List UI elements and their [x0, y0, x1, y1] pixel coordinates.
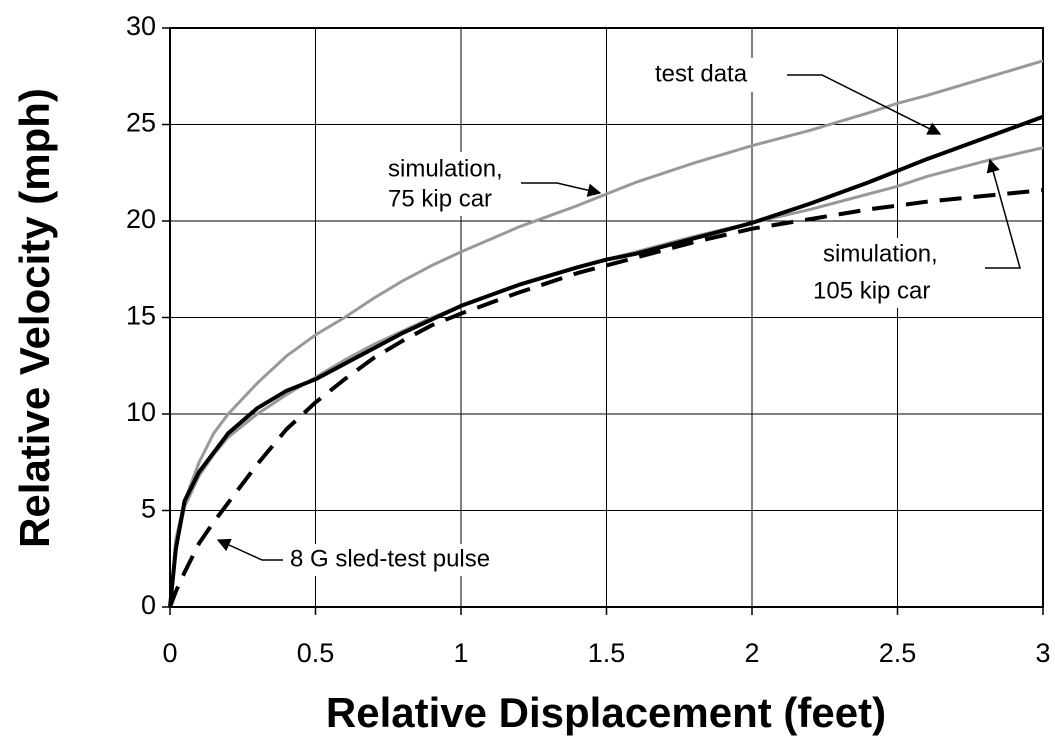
- plot-frame: [169, 27, 1044, 608]
- y-tick-label: 5: [141, 494, 156, 524]
- leader: [985, 158, 1021, 269]
- y-tick-label: 15: [126, 301, 156, 331]
- annotation: simulation,: [388, 155, 503, 182]
- x-tick-label: 1.5: [588, 638, 626, 668]
- series-line: [168, 59, 1044, 608]
- y-tick-label: 20: [126, 204, 156, 234]
- label-bg: [285, 544, 570, 576]
- y-tick-label: 30: [126, 11, 156, 41]
- label-bg: [650, 58, 785, 92]
- leader: [216, 538, 283, 561]
- plot-area: 0 5 10 15 20 25 30 0 0.5 1 1.5 2 2.5 3: [126, 11, 1051, 668]
- label-bg: [808, 238, 983, 308]
- label-bg: [384, 152, 519, 216]
- annotation: 105 kip car: [813, 277, 930, 304]
- x-tick-label: 2: [744, 638, 759, 668]
- annotation: simulation,: [823, 240, 938, 267]
- y-axis-title: Relative Velocity (mph): [11, 88, 58, 548]
- leader: [787, 74, 942, 135]
- x-tick-label: 1: [453, 638, 468, 668]
- x-tick-label: 3: [1035, 638, 1050, 668]
- y-tick-label: 25: [126, 108, 156, 138]
- annotation: 75 kip car: [388, 185, 492, 212]
- x-tick-label: 2.5: [879, 638, 917, 668]
- annotation: 8 G sled-test pulse: [290, 545, 490, 572]
- x-axis-title: Relative Displacement (feet): [326, 689, 886, 736]
- annotation: test data: [655, 60, 748, 87]
- annotations: test data simulation, 75 kip car simulat…: [216, 58, 1021, 576]
- x-tick-label: 0: [162, 638, 177, 668]
- series-line: [168, 188, 1044, 608]
- x-tick-label: 0.5: [297, 638, 335, 668]
- leader: [521, 182, 602, 197]
- y-tick-label: 10: [126, 397, 156, 427]
- series-line: [168, 114, 1044, 608]
- y-tick-label: 0: [141, 590, 156, 620]
